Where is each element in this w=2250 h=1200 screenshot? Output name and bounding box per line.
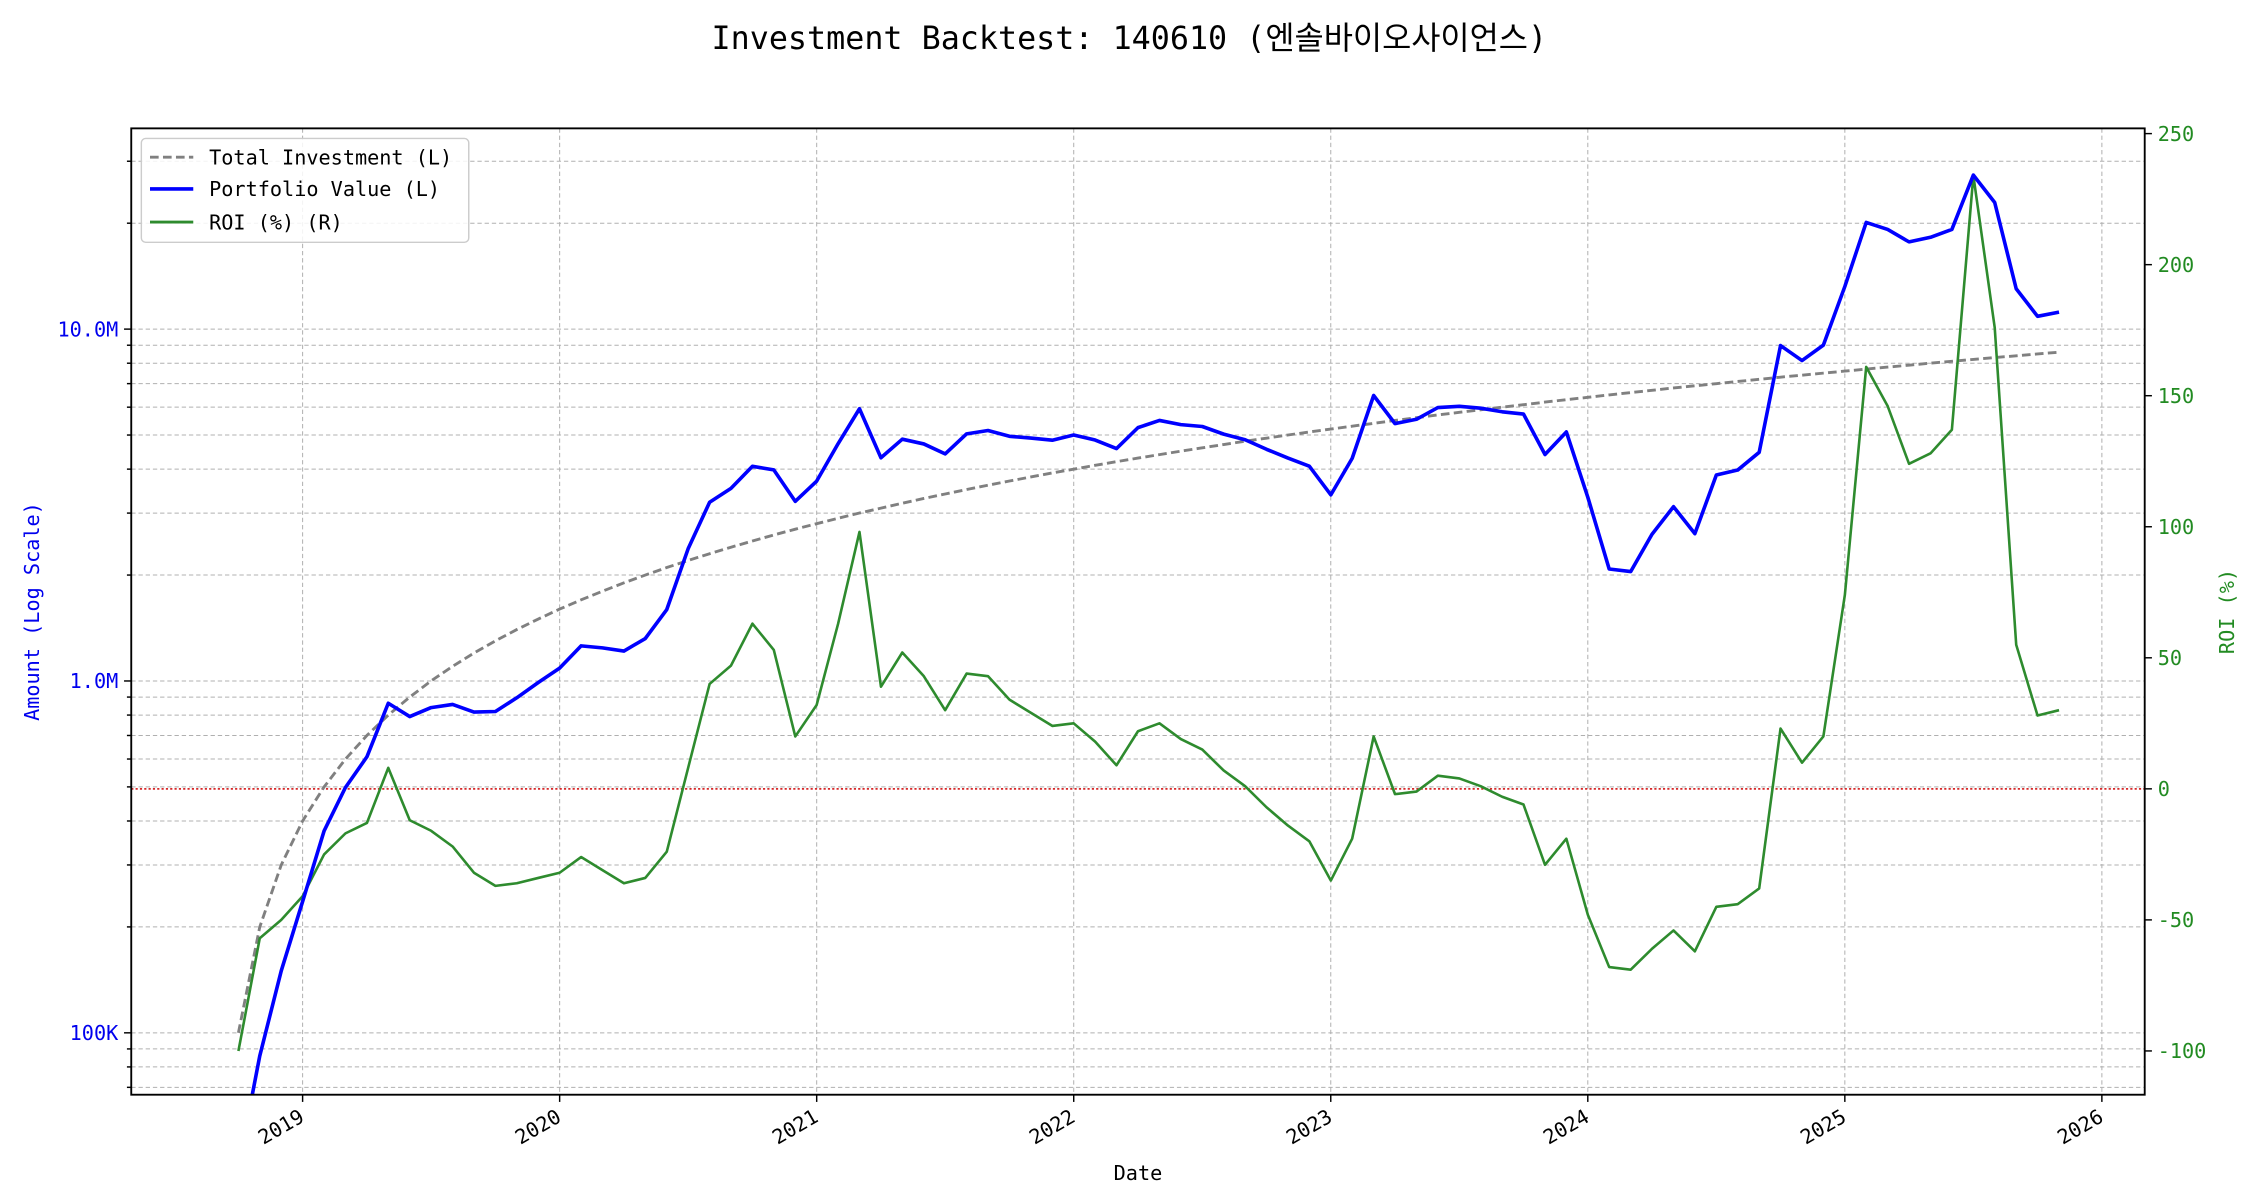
- plot-frame: [130, 127, 2146, 1096]
- y-left-tick-label: 1.0M: [70, 669, 119, 693]
- y-right-tick-label: 50: [2158, 646, 2182, 670]
- roi-line: [237, 174, 2060, 1052]
- total-investment-line: [236, 350, 2060, 1034]
- y-right-tick-label: 250: [2158, 122, 2194, 146]
- legend-label-roi: ROI (%) (R): [209, 210, 343, 234]
- y-right-tick-label: 200: [2158, 253, 2194, 277]
- y-right-tick-label: -100: [2158, 1039, 2207, 1063]
- legend: Total Investment (L) Portfolio Value (L)…: [140, 137, 470, 244]
- chart-title: Investment Backtest: 140610 (엔솔바이오사이언스): [712, 21, 1548, 57]
- y-left-tick-label: 10.0M: [57, 317, 118, 341]
- y-right-tick-label: 0: [2158, 777, 2170, 801]
- y-right-tick-label: -50: [2158, 908, 2194, 932]
- y-left-tick-label: 100K: [70, 1021, 119, 1045]
- legend-label-portfolio: Portfolio Value (L): [209, 177, 440, 201]
- portfolio-value-line: [250, 173, 2060, 1095]
- y-right-tick-label: 150: [2158, 384, 2194, 408]
- x-axis-label: Date: [1114, 1161, 1163, 1185]
- legend-label-total-investment: Total Investment (L): [209, 145, 452, 169]
- y-axis-right-label: ROI (%): [2215, 569, 2239, 654]
- grid-lines: [131, 128, 2145, 1095]
- y-axis-left-label: Amount (Log Scale): [20, 502, 44, 721]
- y-right-tick-label: 100: [2158, 515, 2194, 539]
- series-lines: [131, 173, 2145, 1095]
